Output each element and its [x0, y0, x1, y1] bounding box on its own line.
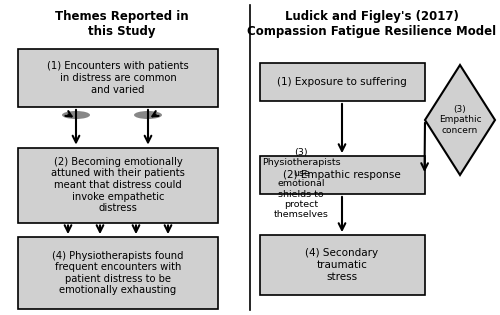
FancyBboxPatch shape	[18, 49, 218, 107]
Text: (1) Encounters with patients
in distress are common
and varied: (1) Encounters with patients in distress…	[47, 61, 189, 94]
Ellipse shape	[62, 111, 90, 119]
Text: Ludick and Figley's (2017)
Compassion Fatigue Resilience Model: Ludick and Figley's (2017) Compassion Fa…	[248, 10, 496, 38]
Text: (2) Becoming emotionally
attuned with their patients
meant that distress could
i: (2) Becoming emotionally attuned with th…	[51, 157, 185, 213]
FancyBboxPatch shape	[260, 235, 424, 295]
FancyBboxPatch shape	[260, 156, 424, 194]
Text: Themes Reported in
this Study: Themes Reported in this Study	[55, 10, 189, 38]
Text: (3)
Physiotherapists
use
emotional
shields to
protect
themselves: (3) Physiotherapists use emotional shiel…	[262, 148, 340, 220]
FancyBboxPatch shape	[18, 237, 218, 309]
Text: (3)
Empathic
concern: (3) Empathic concern	[438, 105, 482, 135]
Text: (2) Empathic response: (2) Empathic response	[283, 170, 401, 180]
Ellipse shape	[134, 111, 162, 119]
Text: (4) Secondary
traumatic
stress: (4) Secondary traumatic stress	[306, 249, 378, 282]
Text: (1) Exposure to suffering: (1) Exposure to suffering	[277, 77, 407, 87]
FancyBboxPatch shape	[18, 147, 218, 222]
Text: (4) Physiotherapists found
frequent encounters with
patient distress to be
emoti: (4) Physiotherapists found frequent enco…	[52, 251, 184, 295]
Polygon shape	[425, 65, 495, 175]
FancyBboxPatch shape	[260, 63, 424, 101]
